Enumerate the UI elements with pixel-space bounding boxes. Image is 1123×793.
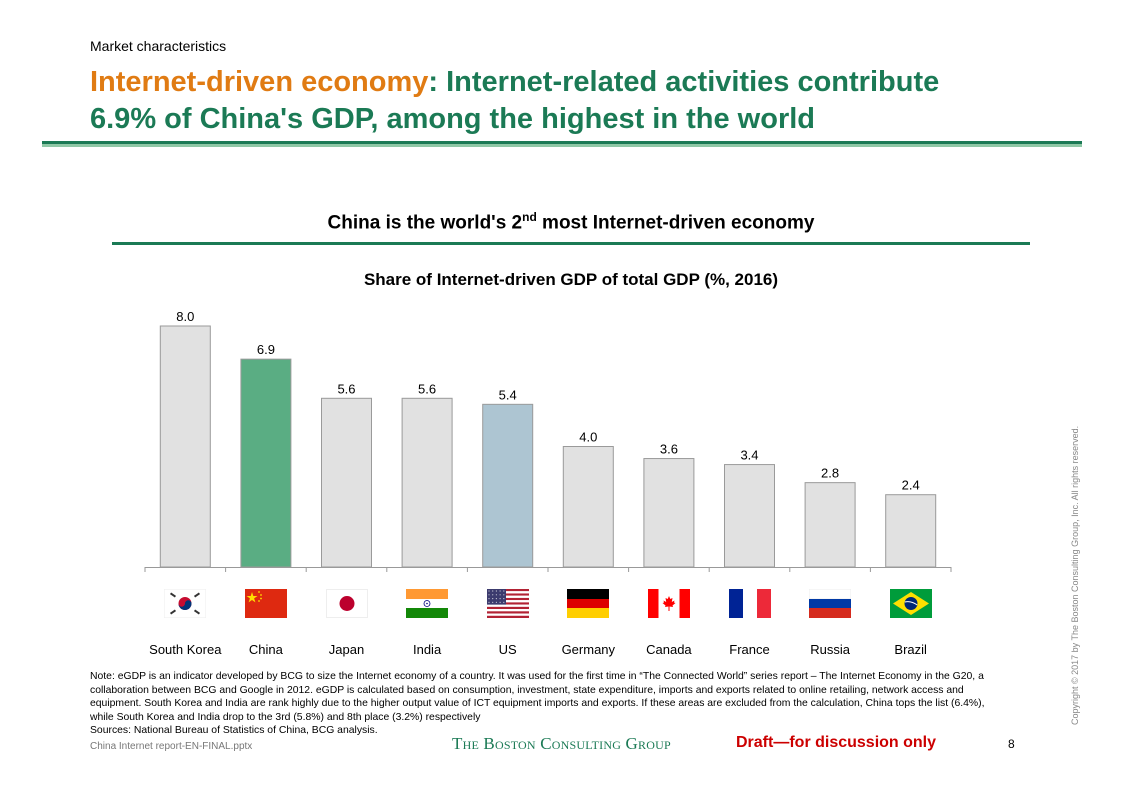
subheading-divider xyxy=(112,242,1030,245)
brazil-flag-icon xyxy=(889,589,932,618)
section-label: Market characteristics xyxy=(90,38,227,54)
category-label-us: US xyxy=(498,642,517,657)
data-label-germany: 4.0 xyxy=(579,430,597,445)
bar-india xyxy=(401,397,453,568)
bar-chart: 8.0 6.9 5.6 5.6 5.4 4.0 3.6 3.4 2.8 2.4 xyxy=(144,309,952,572)
copyright-notice: Copyright © 2017 by The Boston Consultin… xyxy=(1070,425,1080,725)
canada-flag-icon xyxy=(647,589,690,618)
data-label-canada: 3.6 xyxy=(660,442,678,457)
subheading-suffix: most Internet-driven economy xyxy=(536,212,815,234)
category-label-russia: Russia xyxy=(810,642,850,657)
note-line: while South Korea and India drop to the … xyxy=(90,711,481,723)
note-line: collaboration between BCG and Google in … xyxy=(90,684,964,696)
file-name: China Internet report-EN-FINAL.pptx xyxy=(90,741,253,752)
south-korea-flag-icon xyxy=(163,588,207,619)
note-line: Note: eGDP is an indicator developed by … xyxy=(90,671,984,682)
data-label-china: 6.9 xyxy=(257,342,275,357)
category-label-south-korea: South Korea xyxy=(149,642,222,657)
title-divider xyxy=(42,141,1082,144)
data-label-us: 5.4 xyxy=(499,387,517,402)
data-label-japan: 5.6 xyxy=(337,381,355,396)
china-flag-icon xyxy=(244,589,287,618)
category-label-germany: Germany xyxy=(561,642,616,657)
category-label-france: France xyxy=(729,642,770,657)
page-number: 8 xyxy=(1008,737,1015,751)
france-flag-icon xyxy=(728,589,771,618)
note-line: equipment. South Korea and India are ran… xyxy=(90,698,985,710)
data-label-brazil: 2.4 xyxy=(902,478,920,493)
japan-flag-icon xyxy=(325,589,368,618)
footnotes: Note: eGDP is an indicator developed by … xyxy=(90,670,1030,738)
russia-flag-icon xyxy=(808,588,852,618)
category-label-brazil: Brazil xyxy=(894,642,927,657)
page-title-line2: 6.9% of China's GDP, among the highest i… xyxy=(90,103,815,135)
data-label-south-korea: 8.0 xyxy=(176,309,194,324)
page-title-line1-rest: : Internet-related activities contribute xyxy=(428,66,940,98)
title-divider-light xyxy=(42,144,1082,147)
category-label-india: India xyxy=(412,642,442,657)
us-flag-icon xyxy=(486,589,529,618)
bar-japan xyxy=(321,397,372,568)
bar-brazil xyxy=(885,494,937,568)
data-label-france: 3.4 xyxy=(740,448,758,463)
category-label-japan: Japan xyxy=(328,642,365,657)
category-label-china: China xyxy=(248,642,283,657)
data-label-india: 5.6 xyxy=(418,381,436,396)
bar-south-korea xyxy=(159,325,211,568)
bar-us xyxy=(482,403,534,568)
bcg-logo: The Boston Consulting Group xyxy=(452,734,671,753)
page-title-accent: Internet-driven economy xyxy=(90,66,429,98)
category-label-canada: Canada xyxy=(646,642,692,657)
data-label-russia: 2.8 xyxy=(821,466,839,481)
india-flag-icon xyxy=(406,589,449,618)
bar-canada xyxy=(643,458,695,568)
subheading-prefix: China is the world's 2 xyxy=(327,212,523,234)
chart-title: Share of Internet-driven GDP of total GD… xyxy=(363,270,779,289)
page-title: Internet-driven economy: Internet-relate… xyxy=(90,64,1070,138)
sources-line: Sources: National Bureau of Statistics o… xyxy=(90,725,378,737)
draft-label: Draft—for discussion only xyxy=(736,734,937,751)
subheading-superscript: nd xyxy=(522,210,537,224)
chart-subheading: China is the world's 2nd most Internet-d… xyxy=(112,210,1030,234)
bar-russia xyxy=(804,482,856,568)
bar-germany xyxy=(562,446,614,568)
germany-flag-icon xyxy=(567,589,610,618)
bar-france xyxy=(724,464,775,568)
bar-china xyxy=(240,358,292,568)
